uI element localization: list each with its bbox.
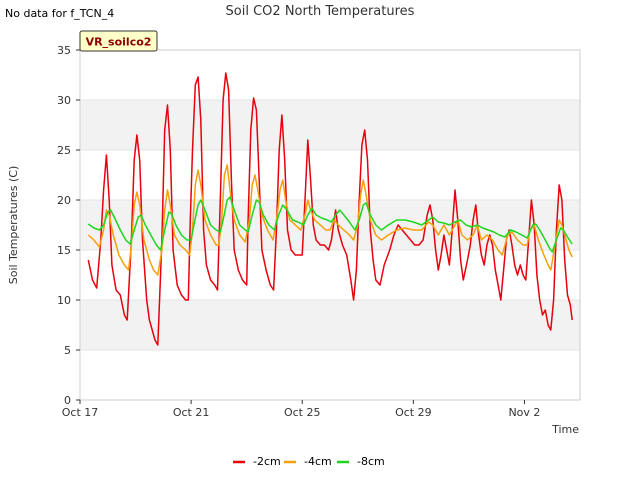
legend-label: -2cm (253, 455, 281, 468)
site-badge: VR_soilco2 (79, 30, 158, 52)
x-tick-label: Oct 29 (395, 406, 432, 419)
site-badge-label: VR_soilco2 (86, 36, 152, 49)
legend-label: -8cm (357, 455, 385, 468)
y-tick-label: 5 (64, 344, 71, 357)
x-ticks: Oct 17 Oct 21 Oct 25 Oct 29 Nov 2 (62, 400, 540, 419)
x-tick-label: Oct 25 (284, 406, 321, 419)
legend: -2cm -4cm -8cm (233, 455, 385, 468)
plot-band (80, 150, 580, 200)
y-tick-label: 35 (57, 44, 71, 57)
plot-band (80, 350, 580, 400)
y-tick-label: 15 (57, 244, 71, 257)
y-ticks: 0 5 10 15 20 25 30 35 (57, 44, 80, 407)
y-tick-label: 30 (57, 94, 71, 107)
x-tick-label: Nov 2 (508, 406, 540, 419)
y-tick-label: 10 (57, 294, 71, 307)
plot-band (80, 300, 580, 350)
no-data-note: No data for f_TCN_4 (5, 7, 115, 20)
chart-title: Soil CO2 North Temperatures (226, 4, 415, 19)
y-tick-label: 0 (64, 394, 71, 407)
series-line-4cm (87, 164, 573, 276)
plot-bands (80, 49, 580, 401)
y-tick-label: 25 (57, 144, 71, 157)
plot-frame (79, 49, 581, 401)
series-line-8cm (87, 196, 573, 253)
site-badge-box (79, 30, 158, 52)
plot-band (80, 50, 580, 100)
series-layer (87, 72, 573, 346)
y-axis-label: Soil Temperatures (C) (7, 166, 20, 285)
y-tick-label: 20 (57, 194, 71, 207)
x-tick-label: Oct 21 (173, 406, 210, 419)
plot-band (80, 100, 580, 150)
legend-label: -4cm (304, 455, 332, 468)
x-axis-label: Time (551, 423, 579, 436)
x-tick-label: Oct 17 (62, 406, 99, 419)
